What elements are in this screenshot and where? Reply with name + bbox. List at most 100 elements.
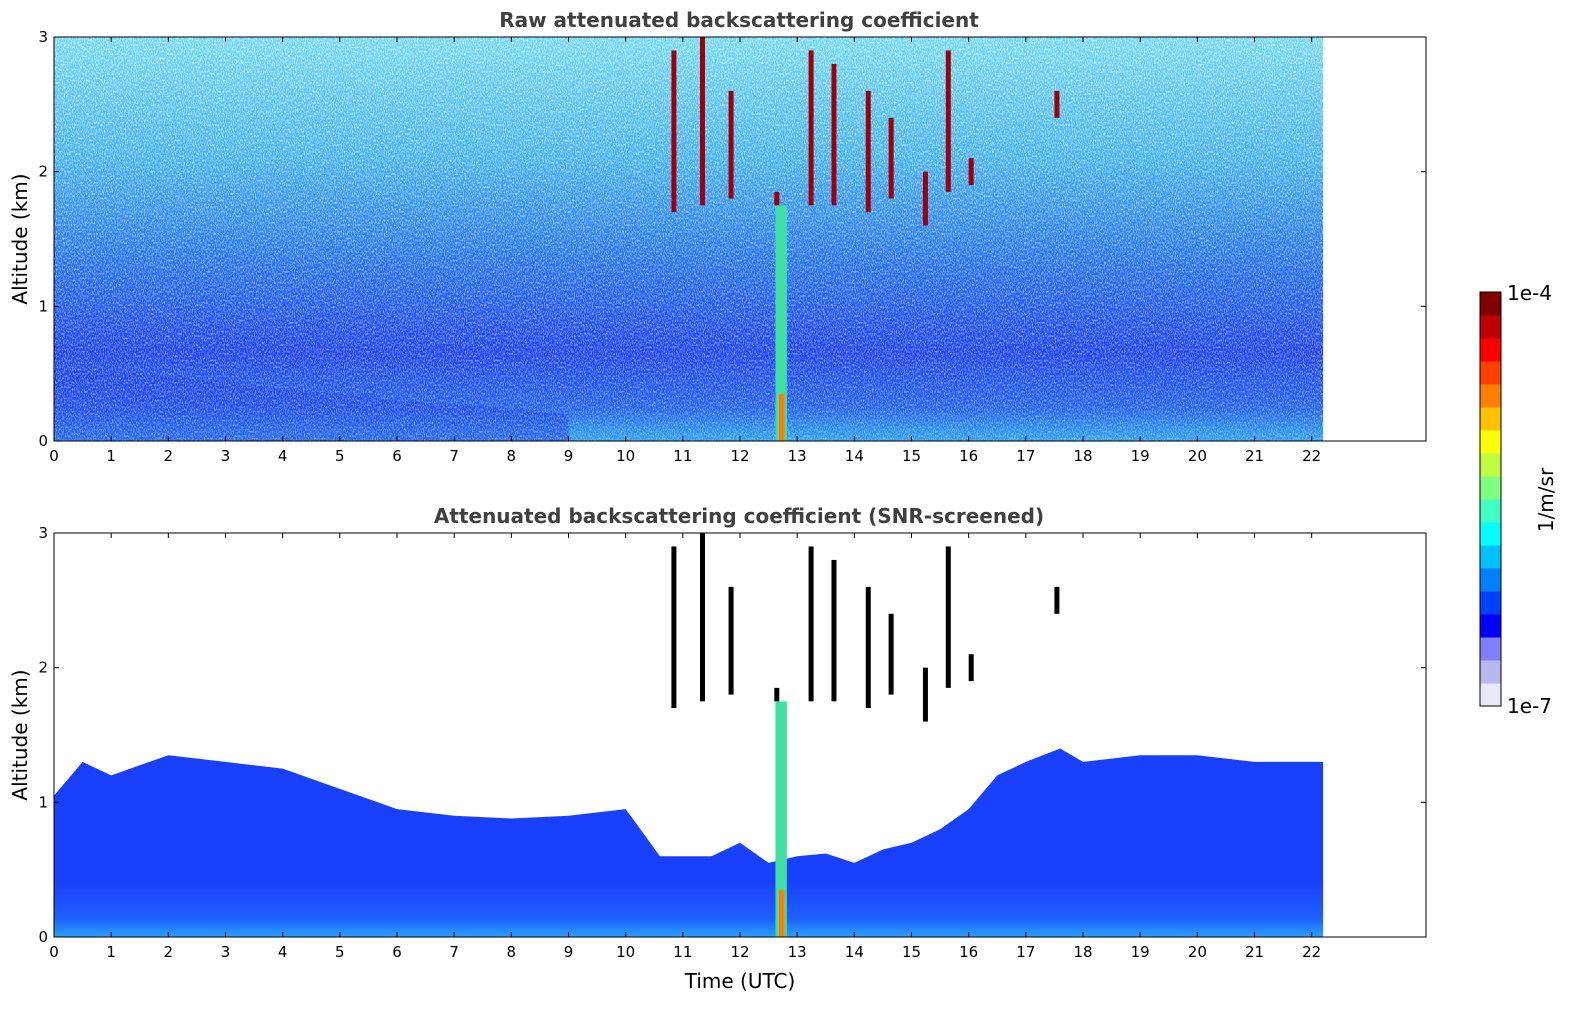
snr-field — [54, 748, 1324, 937]
cloud-streak — [671, 50, 677, 213]
x-tick-label: 16 — [959, 447, 978, 465]
colorbar-band — [1480, 499, 1501, 523]
cloud-streak — [968, 654, 974, 682]
x-tick-label: 20 — [1188, 447, 1207, 465]
colorbar-band — [1480, 568, 1501, 592]
colorbar-band — [1480, 522, 1501, 546]
cloud-streak — [888, 117, 894, 199]
cloud-streak — [831, 559, 837, 702]
x-tick-label: 20 — [1188, 943, 1207, 961]
colorbar-band — [1480, 430, 1501, 454]
cloud-streak — [865, 90, 871, 213]
colorbar-band — [1480, 292, 1501, 316]
x-tick-label: 11 — [673, 943, 692, 961]
colorbar-band — [1480, 614, 1501, 638]
cloud-streak — [865, 586, 871, 709]
x-tick-label: 4 — [278, 943, 288, 961]
cloud-streak — [968, 158, 974, 186]
panel2-xlabel: Time (UTC) — [684, 969, 796, 993]
x-tick-label: 18 — [1073, 943, 1092, 961]
colorbar-min-label: 1e-7 — [1507, 694, 1552, 718]
x-tick-label: 5 — [335, 447, 345, 465]
colorbar-band — [1480, 338, 1501, 362]
x-tick-label: 19 — [1131, 447, 1150, 465]
y-tick-label: 0 — [38, 928, 48, 946]
y-tick-label: 1 — [38, 297, 48, 315]
colorbar-band — [1480, 660, 1501, 684]
plume-core — [778, 393, 785, 441]
x-tick-label: 9 — [564, 943, 574, 961]
y-tick-label: 2 — [38, 163, 48, 181]
y-tick-label: 3 — [38, 524, 48, 542]
colorbar-band — [1480, 407, 1501, 431]
x-tick-label: 18 — [1073, 447, 1092, 465]
x-tick-label: 2 — [164, 943, 174, 961]
cloud-streak — [1054, 586, 1060, 614]
snr-screened-panel: Attenuated backscattering coefficient (S… — [8, 504, 1427, 993]
cloud-streak — [808, 546, 814, 702]
x-tick-label: 4 — [278, 447, 288, 465]
x-tick-label: 8 — [507, 943, 517, 961]
cloud-streak — [808, 50, 814, 206]
x-tick-label: 3 — [221, 943, 231, 961]
colorbar-band — [1480, 637, 1501, 661]
x-tick-label: 5 — [335, 943, 345, 961]
x-tick-label: 7 — [449, 943, 459, 961]
raw-backscatter-panel: Raw attenuated backscattering coefficien… — [8, 8, 1427, 465]
cloud-streak — [888, 613, 894, 695]
raw-heatmap — [54, 37, 1324, 441]
colorbar-band — [1480, 683, 1501, 707]
colorbar-unit-label: 1/m/sr — [1534, 467, 1558, 532]
x-tick-label: 21 — [1245, 943, 1264, 961]
x-tick-label: 14 — [845, 943, 864, 961]
colorbar-band — [1480, 476, 1501, 500]
colorbar: 1e-4 1e-7 1/m/sr — [1479, 281, 1558, 718]
panel1-title: Raw attenuated backscattering coefficien… — [499, 8, 979, 32]
x-tick-label: 7 — [449, 447, 459, 465]
colorbar-band — [1480, 315, 1501, 339]
cloud-streak — [831, 63, 837, 206]
x-tick-label: 13 — [788, 447, 807, 465]
x-tick-label: 22 — [1302, 447, 1321, 465]
x-tick-label: 15 — [902, 943, 921, 961]
x-tick-label: 10 — [616, 943, 635, 961]
aerosol-plume — [775, 205, 787, 441]
cloud-streak — [1054, 90, 1060, 118]
x-tick-label: 2 — [164, 447, 174, 465]
cloud-streak — [945, 546, 951, 688]
panel1-y-axis: 0 1 2 3 — [38, 28, 1426, 450]
colorbar-band — [1480, 545, 1501, 569]
panel2-title: Attenuated backscattering coefficient (S… — [434, 504, 1044, 528]
x-tick-label: 10 — [616, 447, 635, 465]
colorbar-band — [1480, 361, 1501, 385]
noise-overlay — [54, 37, 1324, 441]
x-tick-label: 19 — [1131, 943, 1150, 961]
panel1-x-axis: 0 1 2 3 4 5 6 7 8 9 10 11 12 13 14 15 16 17 18 19 20 21 22 — [49, 37, 1321, 465]
colorbar-max-label: 1e-4 — [1507, 281, 1552, 305]
x-tick-label: 1 — [106, 447, 116, 465]
panel1-ylabel: Altitude (km) — [8, 173, 32, 304]
cloud-streak — [922, 171, 928, 226]
x-tick-label: 12 — [730, 447, 749, 465]
cloud-streak — [774, 687, 780, 702]
x-tick-label: 0 — [49, 447, 59, 465]
x-tick-label: 12 — [730, 943, 749, 961]
x-tick-label: 17 — [1016, 943, 1035, 961]
cloud-streak — [699, 533, 705, 702]
y-tick-label: 2 — [38, 659, 48, 677]
aerosol-plume — [775, 701, 787, 937]
x-tick-label: 16 — [959, 943, 978, 961]
colorbar-band — [1480, 591, 1501, 615]
cloud-streak — [699, 37, 705, 206]
x-tick-label: 6 — [392, 943, 402, 961]
x-tick-label: 9 — [564, 447, 574, 465]
cloud-streak — [774, 191, 780, 206]
y-tick-label: 0 — [38, 432, 48, 450]
x-tick-label: 1 — [106, 943, 116, 961]
panel2-ylabel: Altitude (km) — [8, 669, 32, 800]
x-tick-label: 21 — [1245, 447, 1264, 465]
snr-heatmap — [54, 533, 1324, 937]
colorbar-band — [1480, 453, 1501, 477]
cloud-streak — [671, 546, 677, 709]
